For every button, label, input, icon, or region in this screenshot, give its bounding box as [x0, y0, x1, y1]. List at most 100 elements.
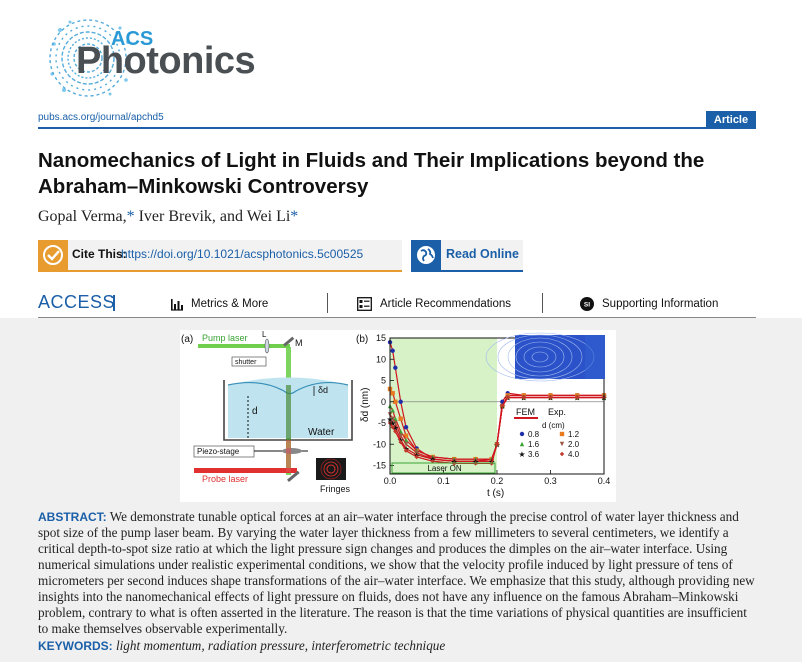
data-point	[414, 454, 419, 460]
data-point	[559, 441, 565, 447]
legend-item-label: 2.0	[568, 440, 580, 449]
laser-on-box	[391, 462, 496, 474]
y-tick-label: 15	[376, 333, 386, 343]
panel-b-tag: (b)	[356, 334, 368, 345]
data-point	[559, 431, 565, 437]
fringes-label: Fringes	[320, 484, 351, 494]
corresponding-author-star[interactable]: *	[126, 208, 135, 225]
fem-inset	[485, 332, 605, 382]
keywords-text: light momentum, radiation pressure, inte…	[115, 638, 446, 653]
legend-title: d (cm)	[542, 421, 565, 430]
data-point: ★	[389, 419, 396, 428]
journal-logo	[40, 8, 280, 108]
data-point	[500, 403, 505, 409]
data-point	[494, 442, 500, 447]
data-point	[390, 416, 395, 421]
data-point	[548, 395, 553, 400]
article-recommendations-link[interactable]: Article Recommendations	[380, 298, 512, 310]
data-point	[393, 365, 398, 370]
data-point	[403, 433, 409, 438]
globe-icon	[411, 240, 441, 270]
panel-a-schematic: (a) Pump laser L shutter M δd d Water	[181, 330, 353, 494]
delta-d-label: δd	[318, 385, 328, 395]
logo-name-text: Photonics	[76, 40, 256, 82]
data-point	[393, 416, 398, 421]
access-label: ACCESS	[38, 292, 116, 312]
abstract-body: We demonstrate tunable optical forces at…	[38, 509, 755, 636]
data-point	[403, 437, 409, 443]
cite-this-label: Cite This:	[72, 247, 127, 261]
data-point	[521, 395, 526, 400]
data-point: ★	[518, 450, 525, 459]
data-point	[398, 416, 403, 421]
data-point: ★	[392, 423, 399, 432]
y-tick-label: 5	[381, 376, 386, 386]
x-tick-label: 0.1	[437, 476, 450, 486]
shutter-label: shutter	[235, 359, 257, 366]
cite-this-box: Cite This: https://doi.org/10.1021/acsph…	[38, 240, 402, 272]
journal-url-link[interactable]: pubs.acs.org/journal/apchd5	[38, 112, 164, 123]
read-online-label: Read Online	[446, 247, 519, 261]
metrics-more-link[interactable]: Metrics & More	[191, 298, 269, 310]
lens-label: L	[262, 330, 267, 339]
mirror-label: M	[295, 338, 303, 348]
data-point	[390, 408, 395, 413]
data-point	[390, 391, 395, 396]
piezo-stage-label: Piezo-stage	[197, 447, 240, 456]
author-list: Gopal Verma,* Iver Brevik, and Wei Li*	[38, 208, 298, 226]
legend-item-label: 3.6	[528, 450, 540, 459]
depth-label: d	[252, 406, 258, 417]
y-tick-label: -10	[373, 439, 386, 449]
logo-acs-text: ACS	[111, 28, 154, 50]
keywords-label: KEYWORDS:	[38, 639, 113, 653]
legend-fem-label: FEM	[516, 407, 535, 417]
y-tick-label: 0	[381, 397, 386, 407]
corresponding-author-star[interactable]: *	[290, 208, 299, 225]
data-point	[505, 395, 510, 400]
logo-swirl-icon	[49, 19, 130, 97]
x-tick-label: 0.3	[544, 476, 557, 486]
data-point	[393, 429, 398, 434]
panel-b-chart: (b) ★★★★★★★★★★★★★★★★★ 151050-5-10-150.00…	[356, 332, 611, 499]
laser-on-region	[390, 338, 497, 474]
data-point	[398, 439, 403, 445]
data-point	[390, 348, 395, 353]
author-name[interactable]: Iver Brevik, and Wei Li	[134, 208, 291, 225]
pump-laser-label: Pump laser	[202, 333, 248, 343]
data-point	[430, 459, 435, 464]
keywords-line: KEYWORDS: light momentum, radiation pres…	[38, 638, 445, 654]
fringes-image	[316, 458, 346, 480]
x-tick-label: 0.0	[384, 476, 397, 486]
article-type-badge: Article	[706, 111, 756, 129]
doi-link[interactable]: https://doi.org/10.1021/acsphotonics.5c0…	[121, 247, 364, 261]
bar-chart-icon	[170, 297, 184, 316]
svg-text:SI: SI	[584, 302, 590, 309]
data-point	[403, 448, 409, 453]
data-point	[403, 442, 409, 447]
chart-legend: FEM Exp. d (cm) 0.8 1.2 1.6 2.0 ★ 3.6 4.0	[514, 407, 580, 459]
y-tick-label: -5	[378, 418, 386, 428]
abstract-text: ABSTRACT: We demonstrate tunable optical…	[38, 509, 758, 637]
data-point	[519, 431, 525, 437]
x-axis-label: t (s)	[487, 488, 504, 499]
legend-item-label: 4.0	[568, 450, 580, 459]
access-separator	[542, 293, 543, 313]
author-name[interactable]: Gopal Verma,	[38, 208, 127, 225]
lens-icon	[264, 338, 270, 354]
probe-laser-label: Probe laser	[202, 474, 248, 484]
probe-beam	[194, 468, 297, 473]
data-point	[398, 433, 403, 438]
abstract-label: ABSTRACT:	[38, 510, 107, 524]
data-point	[398, 399, 403, 404]
x-tick-label: 0.4	[598, 476, 611, 486]
data-point	[559, 451, 565, 457]
y-tick-label: -15	[373, 461, 386, 471]
si-icon: SI	[580, 297, 594, 316]
supporting-information-link[interactable]: Supporting Information	[602, 298, 719, 310]
paper-title: Nanomechanics of Light in Fluids and The…	[38, 149, 705, 198]
data-point	[519, 441, 525, 447]
read-online-button[interactable]: Read Online	[411, 240, 523, 272]
mirror-icon	[283, 336, 295, 347]
y-axis-label: δd (nm)	[360, 388, 371, 422]
water-label: Water	[308, 427, 335, 438]
